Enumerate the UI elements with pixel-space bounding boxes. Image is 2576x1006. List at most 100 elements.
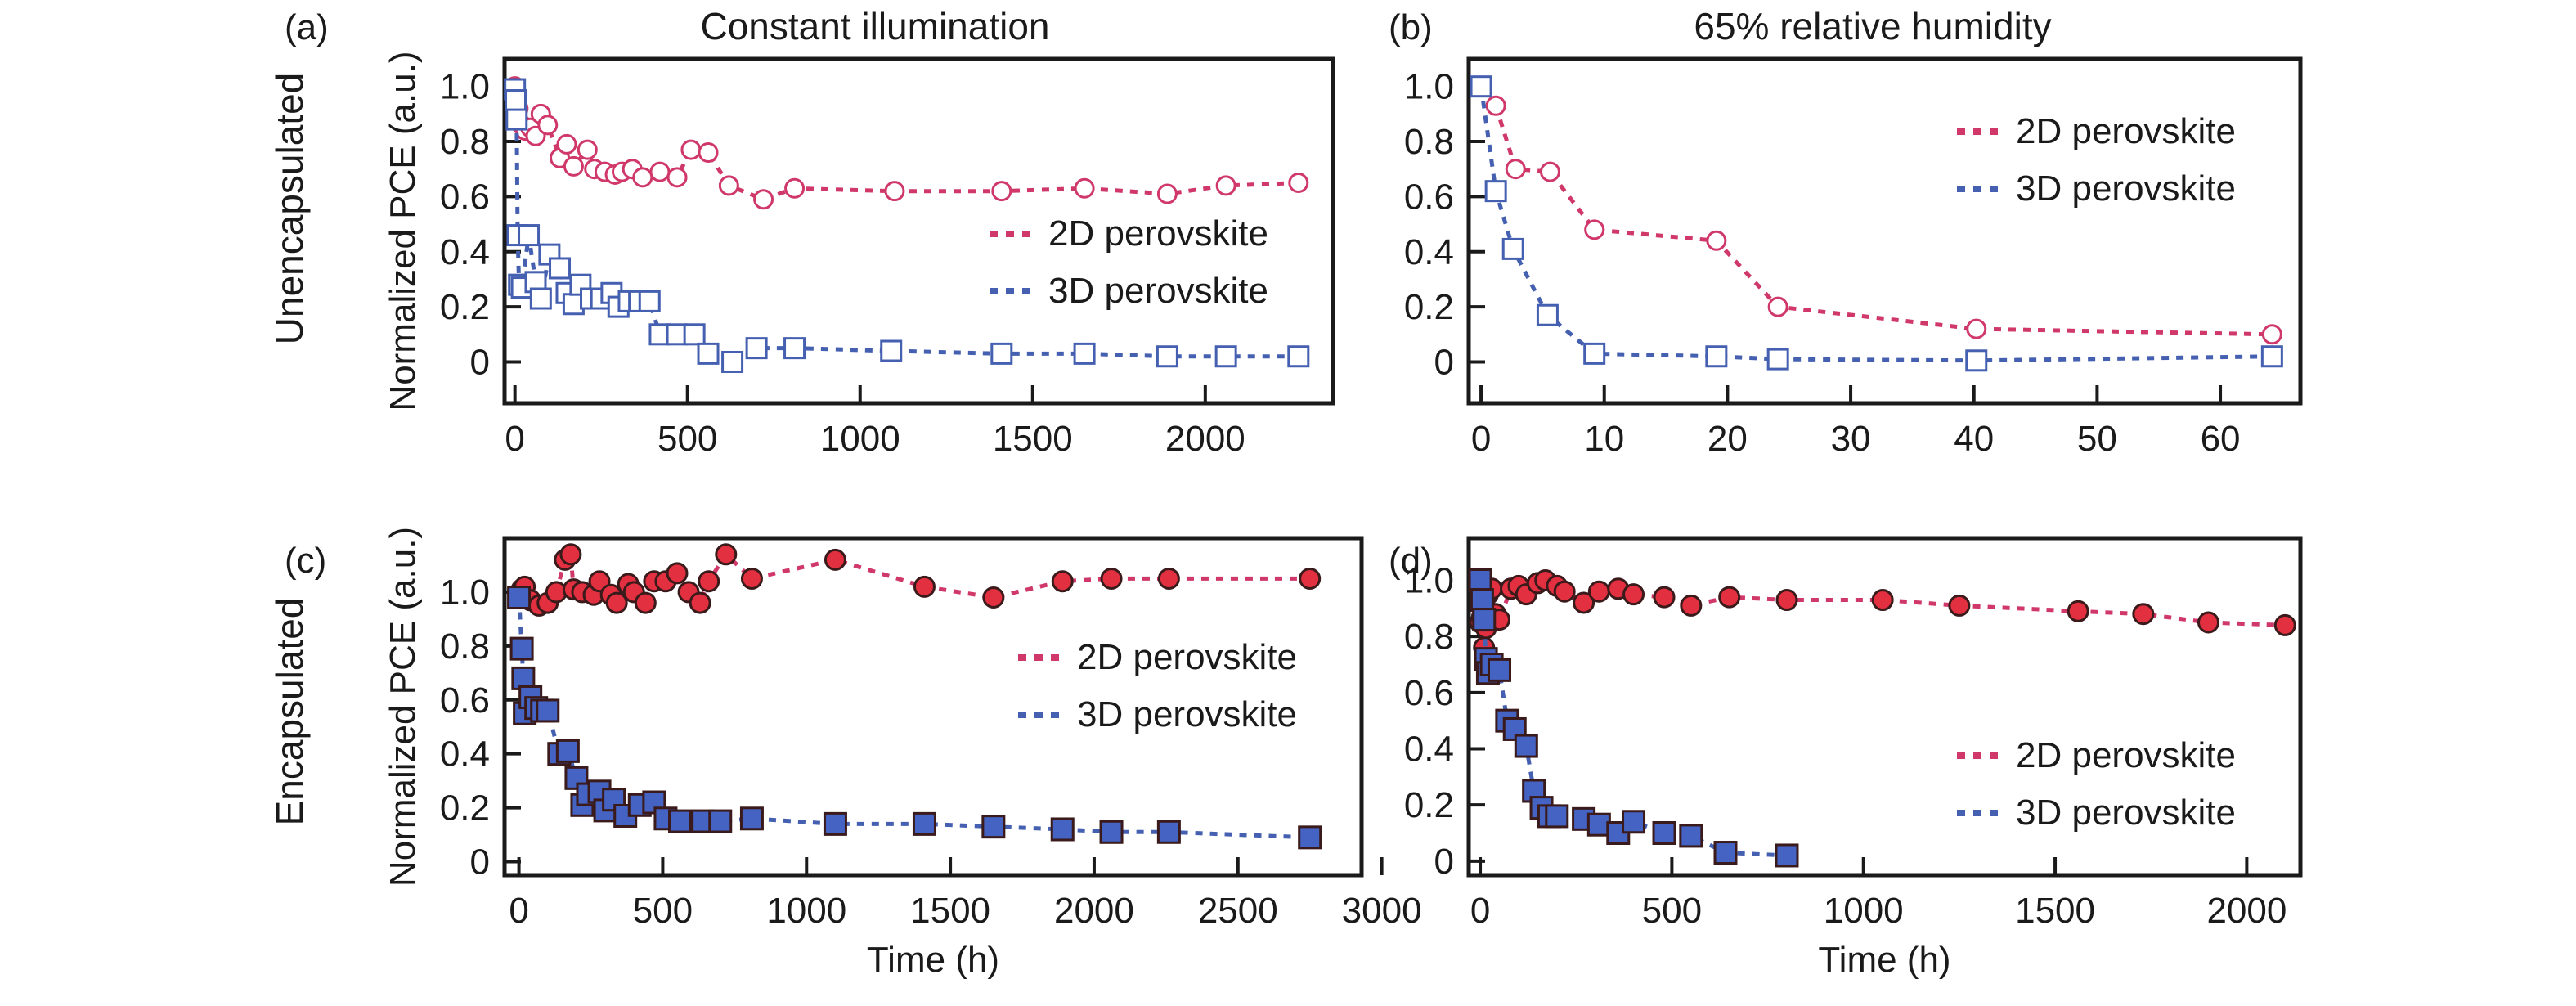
data-point <box>666 167 688 188</box>
plot-frame <box>1466 56 2303 406</box>
legend-label-2d: 2D perovskite <box>1077 637 1297 677</box>
x-tick-label: 500 <box>657 419 717 459</box>
data-point <box>991 181 1012 202</box>
x-tick-label: 500 <box>1642 891 1702 931</box>
x-tick-label: 1500 <box>2015 891 2095 931</box>
data-point <box>683 323 706 346</box>
legend-label-2d: 2D perovskite <box>2016 111 2236 151</box>
data-point <box>1713 841 1738 865</box>
x-tick-label: 40 <box>1954 419 1994 459</box>
data-point <box>1214 345 1237 368</box>
data-point <box>740 567 763 590</box>
panel-d: (d) 0 0.2 0.4 0.6 0.8 1.0 0 500 1000 1500 2000 Time … <box>1389 536 2303 980</box>
series-2d <box>1485 95 2282 345</box>
data-point <box>668 809 693 833</box>
column-title-humidity: 65% relative humidity <box>1694 5 2051 47</box>
data-point <box>1074 177 1095 199</box>
column-title-constant-illumination: Constant illumination <box>700 5 1049 47</box>
data-point <box>880 339 903 362</box>
data-point <box>1587 580 1610 603</box>
legend-label-2d: 2D perovskite <box>2016 735 2236 775</box>
y-tick-label: 0.4 <box>440 232 490 272</box>
y-tick-label: 0 <box>470 842 490 882</box>
y-tick-label: 0.4 <box>1404 730 1454 770</box>
data-point <box>649 161 671 182</box>
data-point <box>1470 588 1494 613</box>
data-point <box>577 139 598 160</box>
data-point <box>2067 600 2089 622</box>
series-2d <box>508 543 1322 617</box>
row-title-encapsulated: Encapsulated <box>268 598 311 826</box>
data-point <box>1680 594 1703 617</box>
y-tick-label: 0.4 <box>440 734 490 775</box>
y-tick-label: 1.0 <box>1404 561 1454 601</box>
y-tick-label: 0.4 <box>1404 232 1454 272</box>
x-tick-label: 20 <box>1708 419 1748 459</box>
panel-label: (d) <box>1389 541 1433 581</box>
data-point <box>1705 345 1728 368</box>
legend-label-2d: 2D perovskite <box>1048 213 1268 254</box>
x-tick-label: 500 <box>633 891 693 931</box>
panel-label: (c) <box>285 541 326 581</box>
data-point <box>715 543 738 566</box>
y-tick-label: 0.6 <box>440 680 490 721</box>
x-tick-label: 50 <box>2077 419 2117 459</box>
row-title-unencapsulated: Unencapsulated <box>268 73 311 344</box>
data-point <box>1156 820 1181 844</box>
plot-frame <box>502 56 1335 406</box>
x-axis-label: Time (h) <box>1818 940 1950 980</box>
x-tick-label: 0 <box>1470 891 1490 931</box>
series-3d <box>504 78 1310 373</box>
data-point <box>638 290 661 312</box>
y-axis-label: Normalized PCE (a.u.) <box>383 527 423 887</box>
data-point <box>1653 586 1676 609</box>
data-point <box>1298 825 1322 850</box>
data-point <box>549 257 572 280</box>
data-point <box>1487 658 1511 682</box>
data-point <box>1622 810 1646 834</box>
x-tick-label: 60 <box>2201 419 2241 459</box>
y-tick-label: 1.0 <box>1404 67 1454 107</box>
series-3d <box>1470 75 2283 372</box>
data-point <box>745 337 768 360</box>
series-line <box>513 88 1299 365</box>
x-tick-label: 1500 <box>910 891 990 931</box>
y-tick-label: 0.2 <box>1404 785 1454 825</box>
data-point <box>505 89 527 112</box>
x-tick-label: 1000 <box>766 891 846 931</box>
data-point <box>1156 183 1178 204</box>
data-point <box>632 167 653 188</box>
legend: 2D perovskite 3D perovskite <box>1957 111 2236 209</box>
data-point <box>1965 349 1988 372</box>
data-point <box>784 177 806 199</box>
data-point <box>912 811 936 836</box>
y-tick-label: 0.8 <box>1404 122 1454 162</box>
data-point <box>1622 583 1645 606</box>
data-point <box>1553 580 1576 603</box>
data-point <box>981 815 1006 839</box>
data-point <box>913 575 936 598</box>
data-point <box>505 108 528 131</box>
y-tick-label: 1.0 <box>440 573 490 613</box>
legend-label-3d: 3D perovskite <box>1048 271 1268 311</box>
y-tick-label: 0 <box>470 342 490 382</box>
series-2d <box>1469 569 2296 659</box>
data-point <box>1514 734 1538 758</box>
data-point <box>1100 567 1123 590</box>
series-3d <box>1468 568 1799 868</box>
data-point <box>1545 804 1569 829</box>
data-point <box>1652 821 1676 845</box>
panel-label: (b) <box>1389 7 1433 47</box>
data-point <box>559 543 582 566</box>
data-point <box>1484 180 1507 203</box>
y-tick-label: 0.6 <box>440 177 490 217</box>
data-point <box>1287 345 1310 368</box>
data-point <box>1573 591 1595 614</box>
data-point <box>1299 567 1322 590</box>
data-point <box>2197 611 2220 634</box>
data-point <box>2260 345 2283 368</box>
data-point <box>708 809 733 833</box>
legend: 2D perovskite 3D perovskite <box>1957 735 2236 833</box>
data-point <box>680 139 702 160</box>
y-axis-label: Normalized PCE (a.u.) <box>383 51 423 411</box>
